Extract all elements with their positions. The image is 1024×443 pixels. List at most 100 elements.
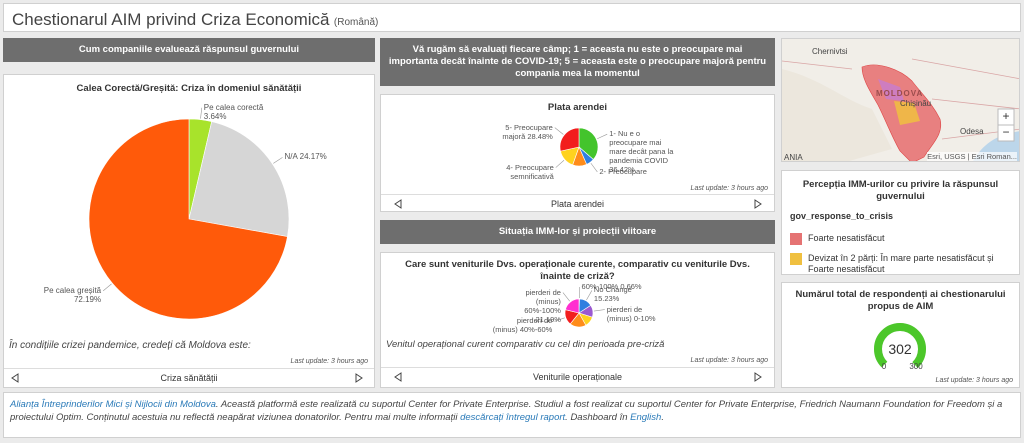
map-label: Chernivtsi bbox=[812, 47, 848, 56]
legend-label: Devizat în 2 părți: În mare parte nesati… bbox=[808, 253, 994, 274]
slice-label: pierderi de (minus) 40%-60% bbox=[490, 316, 553, 335]
nav-label: Plata arendei bbox=[550, 199, 605, 209]
leader-line bbox=[593, 309, 605, 312]
slice-value: 21.19% bbox=[535, 314, 561, 324]
map-label: ANIA bbox=[784, 153, 803, 162]
leader-line bbox=[555, 160, 565, 168]
nav-label: Criza sănătății bbox=[160, 373, 218, 383]
slice-label: 5- Preocupare majoră 28.48% bbox=[483, 122, 553, 141]
footer-link[interactable]: descărcați întregul raport bbox=[460, 412, 566, 423]
slice-label: 4- Preocupare semnificativă bbox=[484, 163, 554, 181]
nav-arrows[interactable] bbox=[381, 368, 775, 386]
slice-category: 2- Preocupare bbox=[599, 166, 647, 176]
card-title: Numărul total de respondenți ai chestion… bbox=[795, 289, 1006, 312]
map-label: Chișinău bbox=[900, 99, 932, 108]
pie-slice bbox=[559, 127, 580, 152]
slice-value: 36.42% bbox=[609, 165, 635, 175]
slice-label: Pe calea greșită 72.19% bbox=[21, 286, 101, 304]
leader-line bbox=[597, 133, 608, 139]
pie-slice bbox=[188, 121, 290, 237]
section-heading: Situația IMM-lor și proiecții viitoare bbox=[380, 220, 775, 244]
field-name: gov_response_to_crisis bbox=[790, 211, 894, 221]
pie-chart bbox=[88, 107, 290, 320]
last-update: Last update: 3 hours ago bbox=[690, 357, 768, 364]
header: Chestionarul AIM privind Criza Economică… bbox=[3, 3, 1021, 32]
footer-text: . bbox=[661, 412, 664, 423]
last-update: Last update: 3 hours ago bbox=[290, 358, 368, 365]
slice-value: 0.66% bbox=[620, 282, 642, 291]
leader-line bbox=[554, 127, 564, 135]
leader-line bbox=[200, 107, 203, 119]
gauge-card: Numărul total de respondenți ai chestion… bbox=[781, 282, 1020, 388]
map-graphics: +− bbox=[782, 58, 1019, 161]
slice-category: No Change bbox=[593, 285, 632, 295]
leader-line bbox=[102, 283, 112, 292]
gauge-max: 300 bbox=[909, 362, 923, 371]
leader-line bbox=[273, 157, 283, 164]
legend-item: Devizat în 2 părți: În mare parte nesati… bbox=[790, 253, 1010, 274]
pie-card: Calea Corectă/Greșită: Criza în domeniul… bbox=[3, 74, 375, 388]
map[interactable]: + − Chernivtsi MOLDOVA Chișinău Odesa ANI… bbox=[781, 38, 1020, 162]
title: Chestionarul AIM privind Criza Economică bbox=[12, 10, 330, 29]
pie-slice bbox=[88, 118, 288, 320]
slice-value: 3.64% bbox=[203, 111, 227, 121]
slice-label: 2- Preocupare bbox=[599, 167, 669, 176]
slice-category: Pe calea greșită bbox=[43, 285, 102, 295]
pie-card: Care sunt veniturile Dvs. operaționale c… bbox=[380, 252, 775, 388]
slice-value: 24.17% bbox=[299, 152, 327, 162]
slice-category: pierderi de (minus) 60%-100% bbox=[524, 287, 561, 315]
card-title: Care sunt veniturile Dvs. operaționale c… bbox=[405, 259, 750, 282]
leader-line bbox=[590, 162, 598, 173]
card-title: Percepția IMM-urilor cu privire la răspu… bbox=[802, 179, 999, 202]
footer: Alianța Întreprinderilor Mici și Nijloci… bbox=[3, 392, 1021, 438]
slice-label: Pe calea corectă 3.64% bbox=[204, 103, 284, 121]
nav[interactable]: Criza sănătății bbox=[4, 368, 374, 387]
slice-value: 15.23% bbox=[593, 294, 620, 304]
legend-item: Foarte nesatisfăcut bbox=[790, 233, 1010, 245]
slice-label: No Change 15.23% bbox=[594, 285, 656, 303]
attribution: Esri, USGS | Esri Roman... bbox=[927, 152, 1017, 161]
subtitle: Venitul operațional curent comparativ cu… bbox=[386, 339, 665, 350]
nav-arrows[interactable] bbox=[381, 195, 775, 212]
card-title: Calea Corectă/Greșită: Criza în domeniul… bbox=[76, 83, 302, 94]
nav-arrows[interactable] bbox=[4, 369, 375, 387]
slice-category: 5- Preocupare majoră bbox=[502, 122, 553, 141]
pie-card: Plata arendei Last update: 3 hours ago P… bbox=[380, 94, 775, 212]
section-heading: Vă rugăm să evaluați fiecare câmp; 1 = a… bbox=[380, 38, 775, 86]
leader-line bbox=[554, 317, 565, 322]
footer-link[interactable]: English bbox=[630, 412, 662, 423]
nav[interactable]: Plata arendei bbox=[381, 194, 775, 212]
last-update: Last update: 3 hours ago bbox=[690, 185, 768, 192]
footer-text: . Această platformă este realizată cu su… bbox=[10, 399, 1003, 423]
legend-label: Foarte nesatisfăcut bbox=[808, 233, 885, 243]
slice-category: N/A bbox=[284, 152, 298, 162]
last-update: Last update: 3 hours ago bbox=[935, 377, 1013, 384]
nav[interactable]: Veniturile operaționale bbox=[381, 367, 774, 386]
pie-chart bbox=[554, 286, 605, 328]
slice-label: pierderi de (minus) 0-10% bbox=[607, 305, 669, 323]
section-heading: Cum companiile evaluează răspunsul guver… bbox=[3, 38, 375, 62]
slice-category: 60%-100% bbox=[581, 282, 619, 291]
pie-slice bbox=[578, 127, 599, 160]
pie-slice bbox=[565, 298, 580, 314]
footer-text: . Dashboard în bbox=[565, 412, 631, 423]
map-label: Odesa bbox=[960, 127, 984, 136]
slice-category: pierderi de (minus) 40%-60% bbox=[492, 316, 553, 335]
leader-line bbox=[586, 290, 593, 301]
legend-swatch bbox=[790, 233, 802, 245]
slice-category: pierderi de (minus) 0-10% bbox=[606, 304, 656, 323]
language[interactable]: (Română) bbox=[333, 17, 379, 28]
gauge-label: 302 bbox=[888, 341, 912, 357]
slice-label: 1- Nu e o preocupare mai mare decât pana… bbox=[609, 129, 679, 174]
slice-category: 1- Nu e o preocupare mai mare decât pana… bbox=[609, 129, 674, 166]
gauge-value bbox=[874, 323, 926, 368]
leader-line bbox=[562, 292, 570, 302]
slice-category: Pe calea corectă bbox=[203, 102, 264, 112]
card-title: Plata arendei bbox=[547, 102, 608, 113]
slice-label: pierderi de (minus) 60%-100% 21.19% bbox=[499, 288, 561, 324]
svg-text:+: + bbox=[1002, 109, 1009, 123]
slice-value: 28.48% bbox=[527, 131, 553, 141]
footer-link[interactable]: Alianța Întreprinderilor Mici și Nijloci… bbox=[10, 399, 216, 410]
gauge-min: 0 bbox=[882, 362, 887, 371]
